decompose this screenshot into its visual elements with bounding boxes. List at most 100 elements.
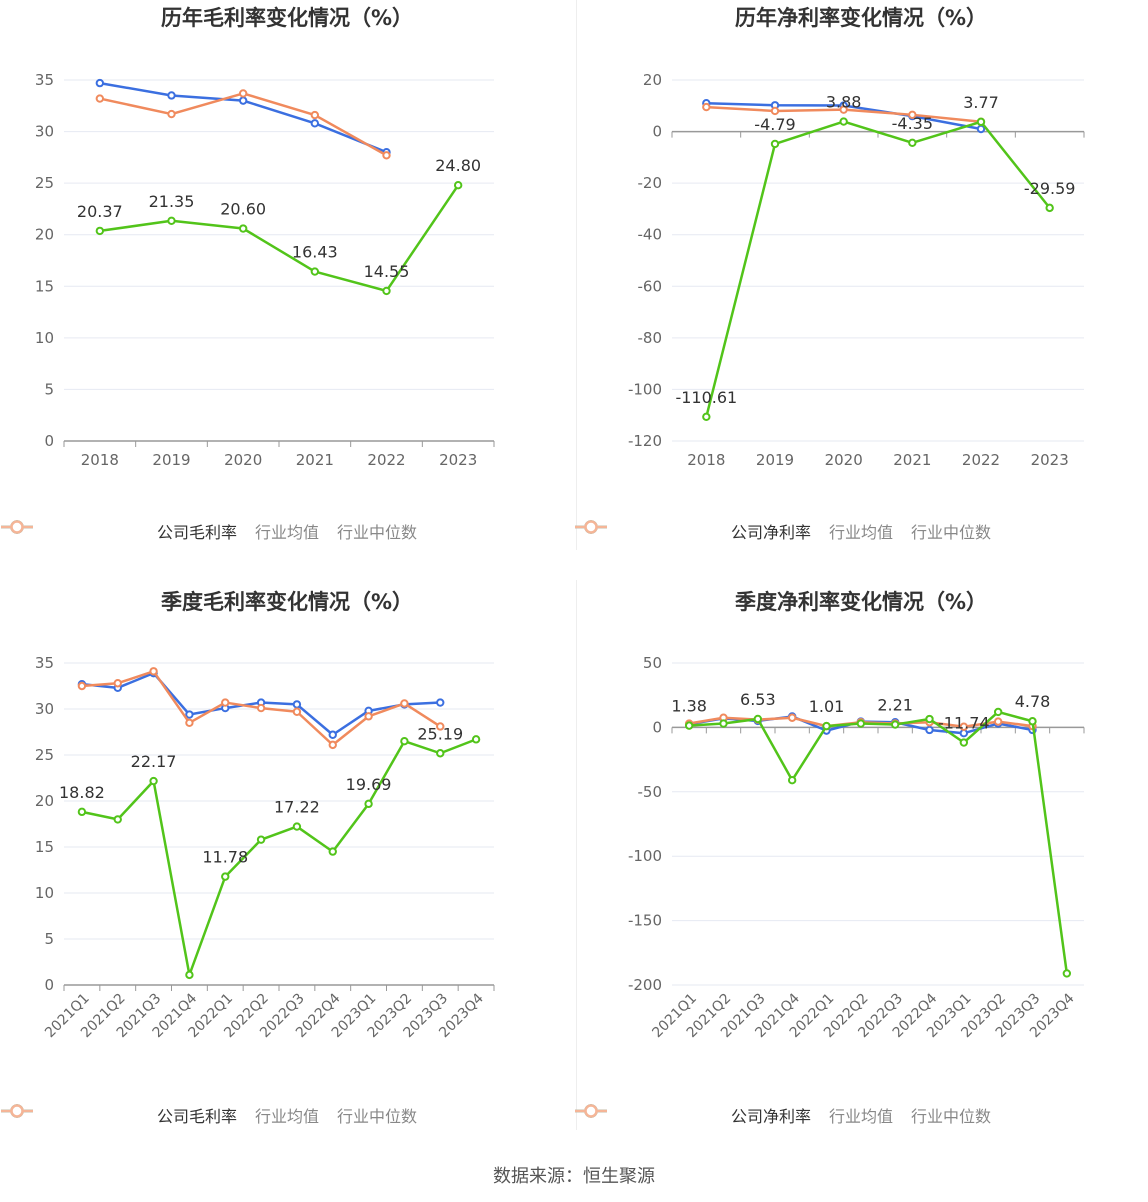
y-tick-label: 10 <box>35 884 54 902</box>
y-tick-label: 20 <box>35 226 54 244</box>
x-tick-label: 2023 <box>439 451 477 469</box>
legend-item[interactable]: 行业均值 <box>1 1103 319 1127</box>
data-label: 20.37 <box>77 202 123 221</box>
data-label: 1.01 <box>809 697 845 716</box>
legend-swatch-marker <box>584 520 598 534</box>
y-tick-label: -100 <box>628 847 662 865</box>
x-tick-label: 2023 <box>1031 451 1069 469</box>
data-point <box>436 698 445 707</box>
data-point <box>185 970 194 980</box>
data-point <box>400 737 409 746</box>
data-point <box>221 698 230 707</box>
data-point <box>167 91 176 100</box>
data-point <box>292 707 302 716</box>
series-line <box>705 120 1051 418</box>
data-point <box>382 286 391 296</box>
data-point <box>976 117 986 127</box>
legend-item[interactable]: 公司毛利率 <box>1 1103 237 1127</box>
legend-item[interactable]: 行业均值 <box>1 519 319 543</box>
y-tick-label: -100 <box>628 380 662 398</box>
data-label: -4.35 <box>892 114 933 133</box>
legend-label: 行业均值 <box>254 523 319 542</box>
legend-swatch-icon <box>1 1104 33 1118</box>
legend-swatch-marker <box>10 520 24 534</box>
legend-swatch-marker <box>584 1104 598 1118</box>
data-label: -29.59 <box>1024 179 1076 198</box>
data-point <box>292 700 302 709</box>
y-tick-label: 50 <box>643 654 662 672</box>
y-tick-label: 25 <box>35 746 54 764</box>
data-label: 18.82 <box>59 783 105 802</box>
legend-item[interactable]: 行业均值 <box>575 1103 893 1127</box>
legend-item[interactable]: 公司毛利率 <box>1 519 237 543</box>
data-point <box>753 714 763 724</box>
data-point <box>436 749 445 758</box>
legend-item[interactable]: 公司净利率 <box>575 519 811 543</box>
data-point <box>77 807 87 817</box>
y-tick-label: 30 <box>35 700 54 718</box>
data-label: 1.38 <box>671 697 707 716</box>
panel-divider-bottom <box>576 580 577 1130</box>
x-tick-label: 2019 <box>756 451 794 469</box>
data-point <box>310 267 320 276</box>
data-point <box>925 714 934 724</box>
legend-item[interactable]: 行业均值 <box>575 519 893 543</box>
data-point <box>256 835 266 844</box>
chart-plot: 051015202530352021Q12021Q22021Q32021Q420… <box>35 654 495 1041</box>
data-label: 14.55 <box>364 262 410 281</box>
data-point <box>453 181 463 190</box>
data-point <box>364 712 373 721</box>
legend-item[interactable]: 行业中位数 <box>575 1103 991 1127</box>
annual-gross-margin-chart: 历年毛利率变化情况（%） 0 5 10 15 20 25 30 35 2018 2019 2020 2… <box>0 0 574 580</box>
data-point <box>400 699 409 708</box>
chart-plot: -200-150-100-500502021Q12021Q22021Q32021… <box>628 654 1085 1041</box>
data-point <box>328 847 337 856</box>
y-tick-label: 0 <box>652 718 662 736</box>
legend-item[interactable]: 行业中位数 <box>1 1103 417 1127</box>
data-point <box>310 110 320 120</box>
legend-label: 公司净利率 <box>730 1107 811 1126</box>
data-label: 16.43 <box>292 243 338 262</box>
data-point <box>238 96 248 105</box>
data-label: 11.78 <box>202 848 248 867</box>
data-label: -11.74 <box>938 714 990 733</box>
legend-label: 公司毛利率 <box>156 1107 237 1126</box>
data-point <box>925 725 934 735</box>
data-point <box>856 719 866 728</box>
legend-item[interactable]: 公司净利率 <box>575 1103 811 1127</box>
y-tick-label: -120 <box>628 432 662 450</box>
x-tick-label: 2021 <box>893 451 931 469</box>
y-tick-label: -150 <box>628 912 662 930</box>
x-tick-label: 2022 <box>367 451 405 469</box>
legend-item[interactable]: 行业中位数 <box>1 519 417 543</box>
data-label: 4.78 <box>1015 692 1051 711</box>
y-tick-label: 35 <box>35 71 54 89</box>
y-tick-label: -200 <box>628 976 662 994</box>
data-point <box>185 710 194 719</box>
chart-title: 季度毛利率变化情况（%） <box>160 590 414 614</box>
data-point <box>908 138 917 147</box>
y-tick-label: -20 <box>638 174 663 192</box>
legend-item[interactable]: 行业中位数 <box>575 519 991 543</box>
data-point <box>959 738 969 747</box>
data-point <box>976 124 986 134</box>
data-point <box>702 102 711 112</box>
data-point <box>1045 203 1054 213</box>
data-point <box>839 117 848 126</box>
data-point <box>1062 969 1072 978</box>
data-point <box>770 139 780 149</box>
chart-plot: -120 -100 -80 -60 -40 -20 0 20 2018 2019 2020 2021 2… <box>628 71 1085 469</box>
data-point <box>959 722 969 731</box>
data-point <box>787 776 797 785</box>
y-tick-label: 15 <box>35 838 54 856</box>
x-tick-label: 2021 <box>296 451 334 469</box>
data-point <box>702 412 711 421</box>
y-tick-label: 0 <box>44 432 54 450</box>
data-point <box>149 776 158 786</box>
x-tick-label: 2020 <box>224 451 262 469</box>
legend-label: 公司毛利率 <box>156 523 237 542</box>
annual-net-margin-chart: 历年净利率变化情况（%） -120 -100 -80 -60 -40 -20 0 20 2018… <box>574 0 1148 580</box>
y-tick-label: -50 <box>638 783 663 801</box>
data-point <box>167 109 176 119</box>
data-point <box>292 822 302 831</box>
